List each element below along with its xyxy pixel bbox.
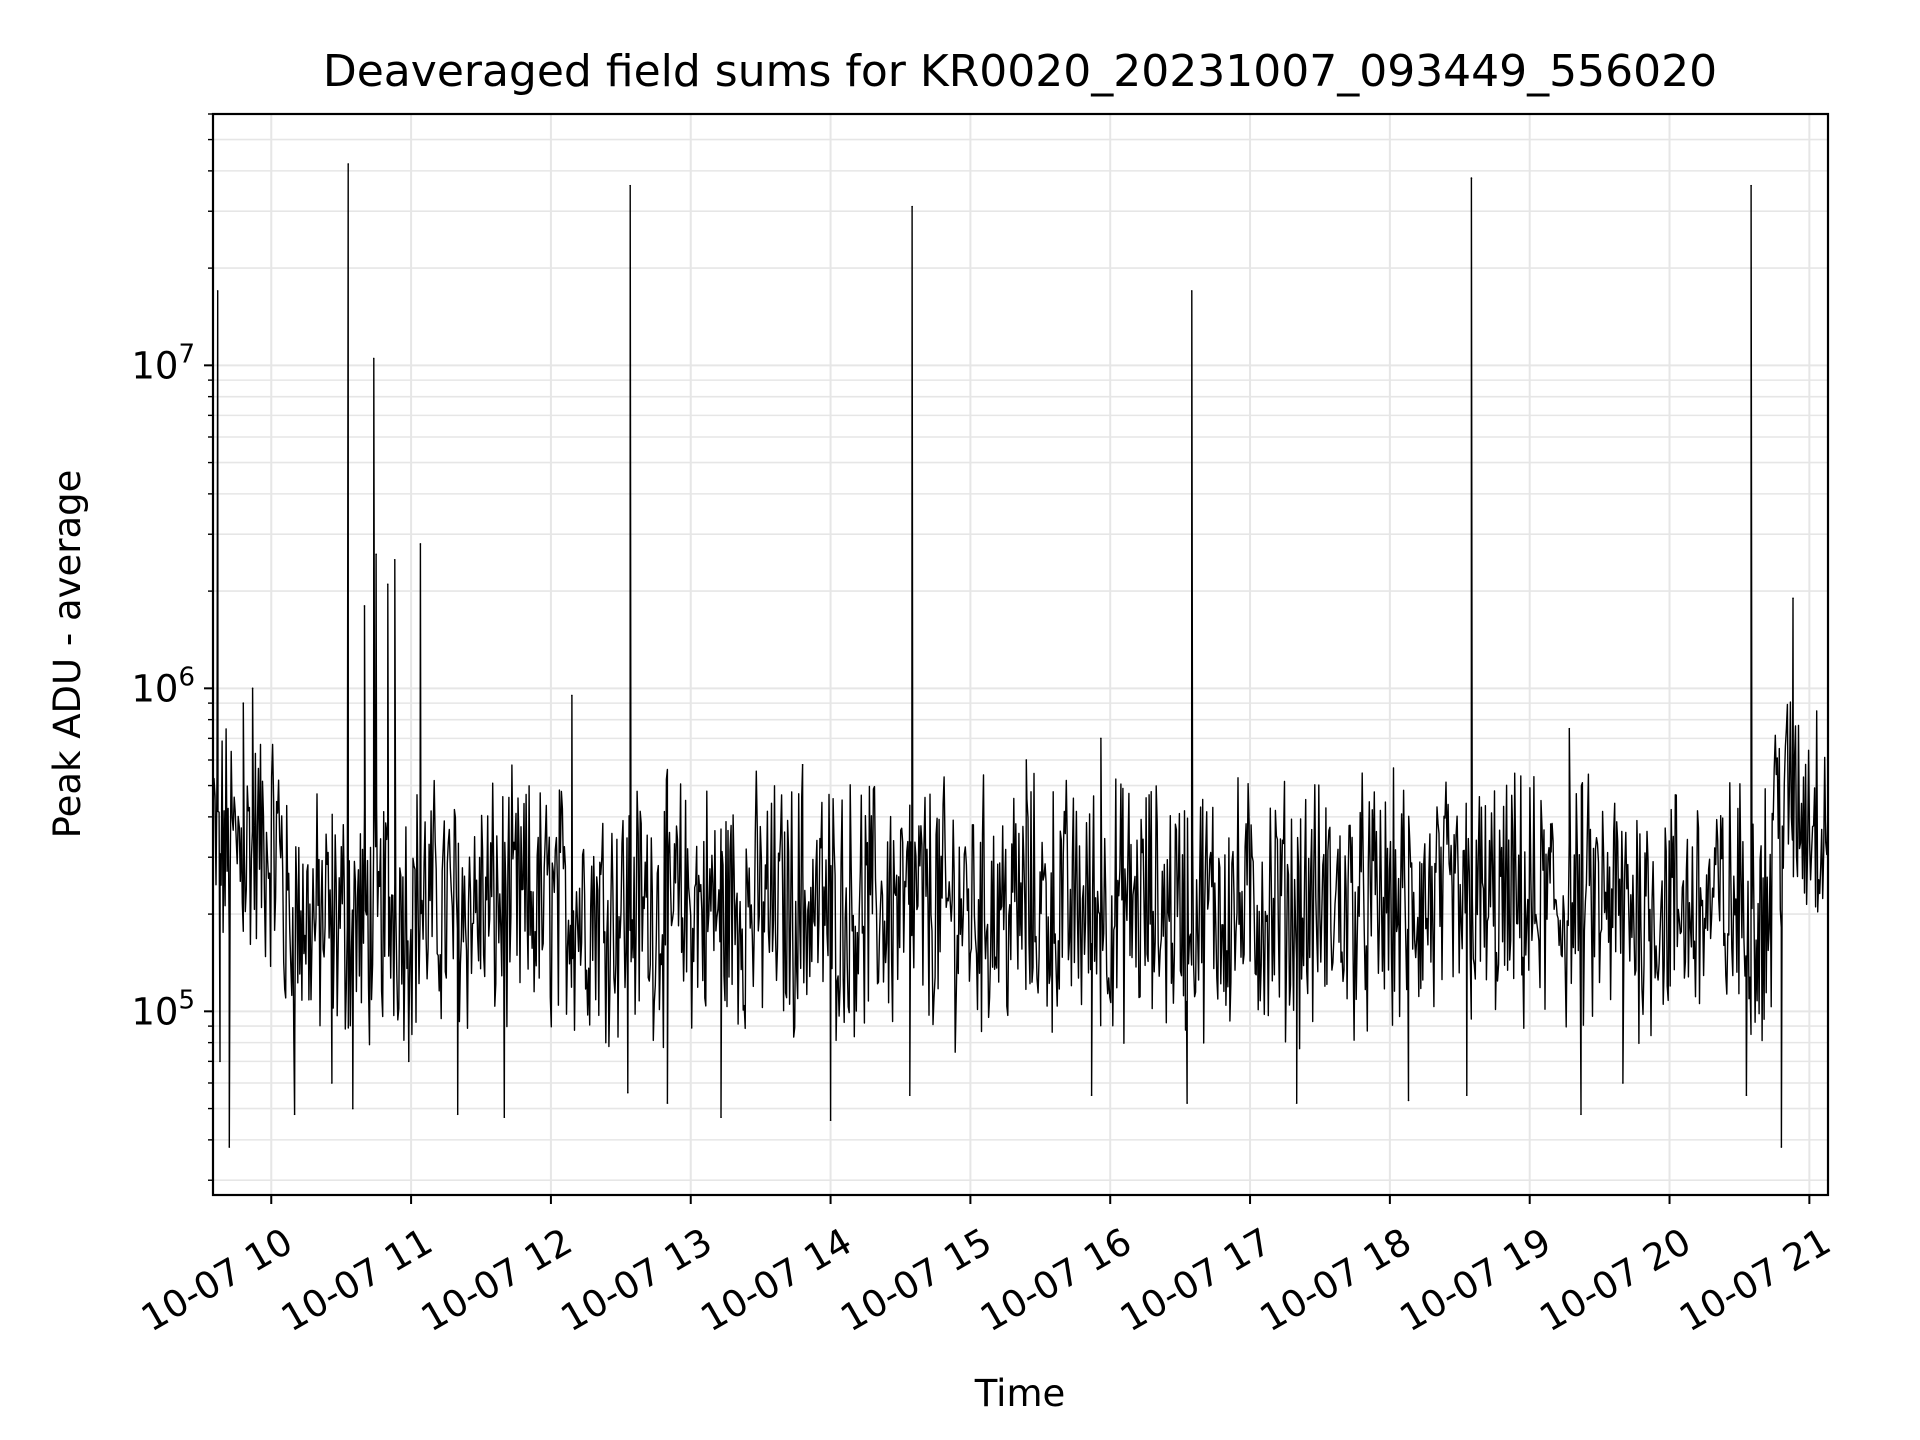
- data-point: [1568, 727, 1571, 730]
- data-point: [216, 290, 219, 292]
- data-point: [801, 763, 804, 766]
- y-tick-label: 105: [131, 985, 195, 1033]
- data-point: [219, 1060, 221, 1063]
- data-point: [251, 687, 254, 690]
- data-point: [407, 1060, 410, 1063]
- y-tick-label: 107: [131, 339, 195, 387]
- data-point: [1025, 759, 1028, 761]
- data-point: [352, 1107, 354, 1110]
- data-point: [1407, 1099, 1410, 1102]
- data-point: [375, 553, 377, 556]
- chart-title: Deaveraged field sums for KR0020_2023100…: [323, 46, 1717, 97]
- data-point: [373, 357, 375, 360]
- data-point: [1792, 597, 1794, 600]
- data-point: [386, 583, 389, 586]
- y-tick-label-base: 10: [131, 667, 178, 710]
- data-point: [1745, 1094, 1748, 1096]
- y-tick-label-exponent: 6: [178, 662, 195, 692]
- data-point: [666, 1102, 669, 1104]
- y-tick-label-base: 10: [131, 344, 178, 387]
- data-point: [419, 543, 422, 545]
- data-point: [1190, 290, 1193, 292]
- data-point: [393, 559, 396, 561]
- data-point: [829, 1119, 832, 1122]
- y-axis-label: Peak ADU - average: [46, 470, 89, 839]
- data-point: [1090, 1094, 1093, 1096]
- data-point: [1295, 1102, 1298, 1104]
- data-point: [1580, 1113, 1582, 1116]
- data-point: [363, 605, 366, 607]
- data-point: [1465, 1094, 1468, 1096]
- data-point: [456, 1113, 459, 1116]
- data-point: [911, 205, 913, 208]
- data-point: [242, 702, 245, 704]
- data-point: [1549, 823, 1552, 825]
- data-point: [627, 1091, 629, 1094]
- data-point: [1622, 1082, 1624, 1084]
- data-point: [1750, 184, 1752, 187]
- y-tick-label-base: 10: [131, 990, 178, 1033]
- y-tick-label: 106: [131, 662, 195, 710]
- series-line: [212, 163, 1829, 1148]
- x-axis-label: Time: [974, 1372, 1066, 1415]
- data-point: [720, 1116, 722, 1119]
- data-point: [293, 1113, 296, 1116]
- data-point: [1780, 1146, 1783, 1148]
- data-point: [1186, 1102, 1188, 1104]
- data-point: [1470, 177, 1473, 179]
- data-point: [1100, 737, 1102, 740]
- data-point: [331, 1082, 333, 1084]
- data-point: [629, 184, 631, 187]
- plot-frame: [211, 112, 1830, 1197]
- data-point: [503, 1116, 506, 1119]
- y-tick-label-exponent: 5: [178, 985, 195, 1015]
- y-tick-label-exponent: 7: [178, 339, 195, 369]
- data-point: [228, 1146, 231, 1148]
- data-point: [347, 163, 349, 165]
- data-point: [909, 1094, 911, 1096]
- data-point: [571, 694, 573, 697]
